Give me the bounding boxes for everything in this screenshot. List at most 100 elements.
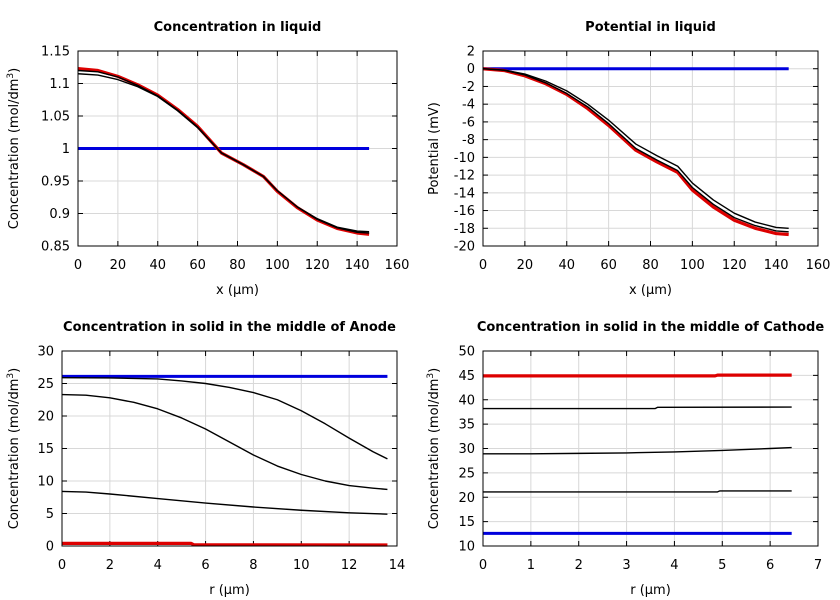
y-tick-label: 5 bbox=[46, 507, 54, 522]
y-tick-label: -16 bbox=[454, 204, 475, 219]
x-tick-label: 8 bbox=[249, 558, 257, 573]
y-axis-label: Concentration (mol/dm3) bbox=[426, 368, 442, 530]
y-tick-label: 25 bbox=[37, 377, 54, 392]
y-axis-label-text: Concentration (mol/dm bbox=[7, 79, 22, 230]
y-tick-label: -2 bbox=[462, 80, 475, 95]
plot-frame bbox=[77, 50, 398, 247]
y-axis-label-superscript: 3 bbox=[426, 373, 436, 379]
y-tick-label: 0.95 bbox=[41, 175, 70, 190]
series-line-intermediate-1 bbox=[482, 68, 789, 229]
y-tick-label: -18 bbox=[454, 222, 475, 237]
x-tick-label: 6 bbox=[201, 558, 209, 573]
y-tick-label: 20 bbox=[458, 491, 475, 506]
y-tick-label: 10 bbox=[458, 540, 475, 555]
x-axis-label: r (µm) bbox=[630, 583, 671, 598]
x-tick-label: 5 bbox=[718, 558, 726, 573]
y-tick-label: 1.1 bbox=[49, 77, 70, 92]
x-tick-label: 100 bbox=[265, 258, 290, 273]
y-axis-label-text: Concentration (mol/dm bbox=[7, 379, 22, 530]
plot-frame bbox=[482, 50, 819, 247]
x-tick-label: 2 bbox=[575, 558, 583, 573]
x-tick-label: 0 bbox=[479, 258, 487, 273]
y-tick-label: 30 bbox=[37, 345, 54, 360]
x-tick-label: 7 bbox=[814, 558, 822, 573]
x-tick-label: 3 bbox=[622, 558, 630, 573]
chart-panel-2: 0 20 40 60 80 100 120 140 160-20-18-16-14-12-10-… bbox=[427, 20, 830, 298]
y-tick-label: 0 bbox=[467, 62, 475, 77]
x-tick-label: 10 bbox=[293, 558, 310, 573]
y-tick-label: 2 bbox=[467, 45, 475, 60]
y-tick-label: 25 bbox=[458, 466, 475, 481]
x-tick-label: 6 bbox=[766, 558, 774, 573]
y-axis-label-superscript: 3 bbox=[6, 73, 16, 79]
y-tick-label: 0 bbox=[46, 540, 54, 555]
y-tick-label: 35 bbox=[458, 418, 475, 433]
series-line-intermediate-2 bbox=[61, 393, 388, 491]
x-tick-label: 0 bbox=[58, 558, 66, 573]
y-tick-label: 0.85 bbox=[41, 240, 70, 255]
chart-title: Potential in liquid bbox=[585, 20, 716, 35]
y-tick-label: -10 bbox=[454, 151, 475, 166]
series-line-intermediate-1 bbox=[483, 490, 792, 493]
x-tick-label: 160 bbox=[806, 258, 831, 273]
y-tick-label: 50 bbox=[458, 345, 475, 360]
y-tick-label: 15 bbox=[37, 442, 54, 457]
y-axis-label-superscript: 3 bbox=[6, 373, 16, 379]
x-tick-label: 12 bbox=[341, 558, 358, 573]
x-axis-label: x (µm) bbox=[216, 283, 259, 298]
series-line-final bbox=[77, 66, 370, 236]
chart-title: Concentration in liquid bbox=[154, 20, 322, 35]
y-tick-label: 40 bbox=[458, 393, 475, 408]
x-tick-label: 60 bbox=[189, 258, 206, 273]
x-tick-label: 0 bbox=[479, 558, 487, 573]
y-axis-label-text: Concentration (mol/dm bbox=[427, 379, 442, 530]
series-line-intermediate-2 bbox=[482, 68, 789, 233]
x-tick-label: 1 bbox=[527, 558, 535, 573]
series-line-final bbox=[483, 373, 792, 378]
x-tick-label: 120 bbox=[305, 258, 330, 273]
series-line-intermediate-2 bbox=[77, 69, 370, 234]
series-line-intermediate-3 bbox=[61, 490, 388, 515]
x-axis-label: r (µm) bbox=[209, 583, 250, 598]
x-tick-label: 80 bbox=[642, 258, 659, 273]
y-tick-label: 30 bbox=[458, 442, 475, 457]
series-line-intermediate-1 bbox=[61, 376, 388, 460]
y-tick-label: -20 bbox=[454, 240, 475, 255]
x-tick-label: 40 bbox=[558, 258, 575, 273]
y-tick-label: -4 bbox=[462, 98, 475, 113]
x-tick-label: 20 bbox=[517, 258, 534, 273]
chart-panel-3: 0 2 4 6 8 10 12 14 0 5 10 15 20 25 30 Concentration in … bbox=[6, 320, 405, 598]
y-tick-label: 1.15 bbox=[41, 45, 70, 60]
y-axis-label: Concentration (mol/dm3) bbox=[6, 368, 22, 530]
x-tick-label: 100 bbox=[680, 258, 705, 273]
series-line-final bbox=[62, 541, 388, 547]
x-tick-label: 4 bbox=[670, 558, 678, 573]
y-tick-label: 0.9 bbox=[49, 207, 70, 222]
y-tick-label: -6 bbox=[462, 115, 475, 130]
x-tick-label: 140 bbox=[764, 258, 789, 273]
x-tick-label: 14 bbox=[389, 558, 406, 573]
y-axis-label-end: ) bbox=[7, 368, 22, 373]
y-tick-label: 15 bbox=[458, 515, 475, 530]
x-axis-label: x (µm) bbox=[629, 283, 672, 298]
x-tick-label: 4 bbox=[154, 558, 162, 573]
plot-frame bbox=[61, 350, 398, 547]
plot-frame bbox=[482, 350, 819, 547]
y-tick-label: 1 bbox=[62, 142, 70, 157]
y-tick-label: -12 bbox=[454, 169, 475, 184]
y-tick-label: 1.05 bbox=[41, 110, 70, 125]
x-tick-label: 60 bbox=[600, 258, 617, 273]
x-tick-label: 40 bbox=[149, 258, 166, 273]
x-tick-label: 140 bbox=[345, 258, 370, 273]
y-axis-label: Potential (mV) bbox=[427, 102, 442, 195]
y-axis-label-text: Potential (mV) bbox=[427, 102, 442, 195]
x-tick-label: 2 bbox=[106, 558, 114, 573]
y-axis-label-end: ) bbox=[7, 68, 22, 73]
chart-panel-1: 0 20 40 60 80 100 120 140 160 0.85 0.9 0.95 1 1.05 1.1… bbox=[6, 20, 409, 298]
x-tick-label: 20 bbox=[110, 258, 127, 273]
y-tick-label: -14 bbox=[454, 186, 475, 201]
series-line-intermediate-2 bbox=[483, 446, 792, 455]
y-axis-label-end: ) bbox=[427, 368, 442, 373]
series-line-final bbox=[482, 67, 789, 237]
